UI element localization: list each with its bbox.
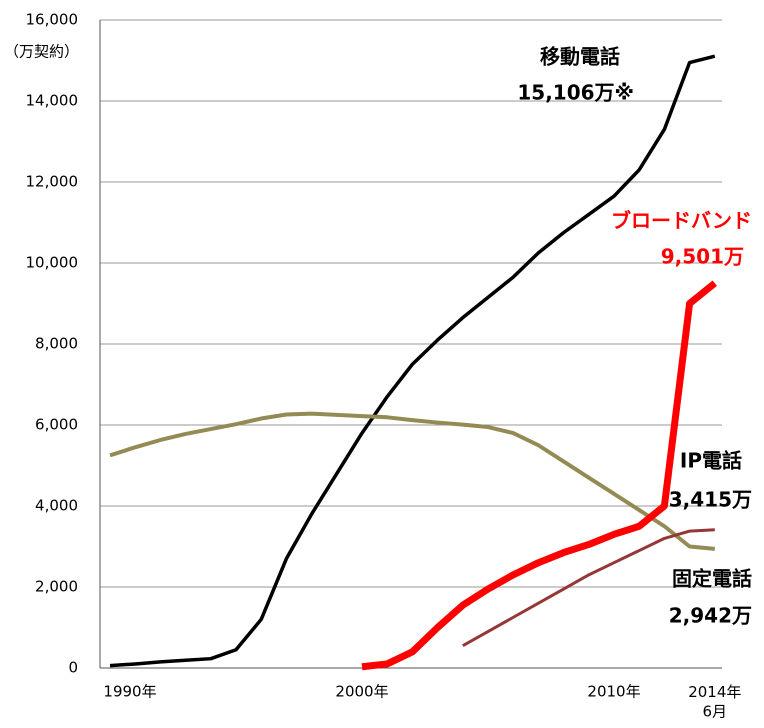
series-line — [361, 280, 717, 671]
series-line — [109, 411, 715, 551]
y-tick-label: 4,000 — [35, 497, 78, 515]
y-tick-label: 2,000 — [35, 578, 78, 596]
annotation: 9,501万 — [661, 245, 744, 269]
annotation: 3,415万 — [669, 488, 752, 512]
y-tick-label: 8,000 — [35, 335, 78, 353]
annotation: 移動電話 — [540, 45, 620, 69]
y-tick-label: 6,000 — [35, 416, 78, 434]
y-tick-label: 0 — [68, 659, 78, 677]
y-tick-label: 12,000 — [26, 173, 79, 191]
x-tick-label: 1990年 — [103, 683, 156, 701]
annotation: IP電話 — [680, 449, 742, 473]
annotation: 2,942万 — [669, 604, 752, 628]
y-tick-label: 16,000 — [26, 11, 79, 29]
x-tick-label: 2010年 — [587, 683, 640, 701]
series-line — [462, 528, 715, 648]
series-line — [109, 54, 716, 668]
annotation: 15,106万※ — [517, 81, 634, 105]
y-tick-label: 10,000 — [26, 254, 79, 272]
y-axis-label: （万契約） — [4, 43, 79, 61]
x-tick-label: 2014年 6月 — [688, 683, 741, 721]
x-tick-label: 2000年 — [335, 683, 388, 701]
annotation: 固定電話 — [672, 567, 752, 591]
y-tick-label: 14,000 — [26, 92, 79, 110]
annotation: ブロードバンド — [611, 209, 752, 233]
